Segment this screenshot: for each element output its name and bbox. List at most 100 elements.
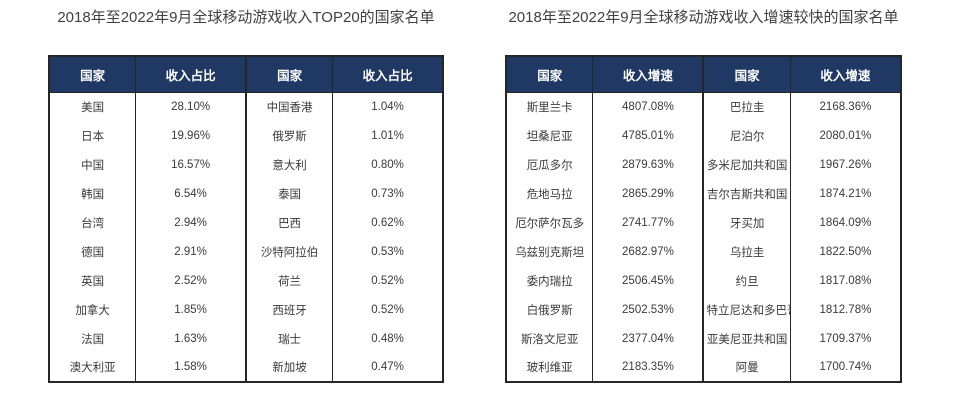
table-row: 德国 2.91% 沙特阿拉伯 0.53% — [48, 237, 444, 266]
table-cell: 0.73% — [332, 179, 444, 208]
table-cell: 中国香港 — [245, 92, 334, 121]
revenue-share-section: 2018年至2022年9月全球移动游戏收入TOP20的国家名单 国家 收入占比 … — [48, 6, 444, 383]
table-row: 法国 1.63% 瑞士 0.48% — [48, 324, 444, 353]
table-cell: 0.52% — [332, 266, 444, 295]
table-row: 坦桑尼亚 4785.01% 尼泊尔 2080.01% — [505, 121, 902, 150]
table-header-row: 国家 收入增速 国家 收入增速 — [505, 56, 902, 93]
table-cell: 0.48% — [332, 324, 444, 353]
table-cell: 多米尼加共和国 — [702, 150, 791, 179]
revenue-growth-table: 国家 收入增速 国家 收入增速 斯里兰卡 4807.08% 巴拉圭 2168.36% 坦… — [505, 55, 902, 383]
revenue-share-table: 国家 收入占比 国家 收入占比 美国 28.10% 中国香港 1.04% 日本 19.96… — [48, 55, 444, 383]
table-cell: 新加坡 — [245, 353, 334, 382]
table-cell: 4785.01% — [592, 121, 705, 150]
table-cell: 0.53% — [332, 237, 444, 266]
table-cell: 玻利维亚 — [505, 353, 594, 382]
table-cell: 6.54% — [135, 179, 247, 208]
table-cell: 2741.77% — [592, 208, 705, 237]
table-row: 乌兹别克斯坦 2682.97% 乌拉圭 1822.50% — [505, 237, 902, 266]
table-cell: 2682.97% — [592, 237, 705, 266]
table-cell: 1.85% — [135, 295, 247, 324]
table-cell: 1874.21% — [789, 179, 902, 208]
table-cell: 2506.45% — [592, 266, 705, 295]
table-row: 玻利维亚 2183.35% 阿曼 1700.74% — [505, 353, 902, 382]
table-cell: 1.01% — [332, 121, 444, 150]
table-cell: 特立尼达和多巴哥 — [702, 295, 791, 324]
table-row: 韩国 6.54% 泰国 0.73% — [48, 179, 444, 208]
table-row: 英国 2.52% 荷兰 0.52% — [48, 266, 444, 295]
table-cell: 2865.29% — [592, 179, 705, 208]
table-cell: 牙买加 — [702, 208, 791, 237]
revenue-growth-table-title: 2018年至2022年9月全球移动游戏收入增速较快的国家名单 — [508, 9, 899, 26]
table-row: 厄瓜多尔 2879.63% 多米尼加共和国 1967.26% — [505, 150, 902, 179]
table-cell: 1812.78% — [789, 295, 902, 324]
table-cell: 俄罗斯 — [245, 121, 334, 150]
table-cell: 28.10% — [135, 92, 247, 121]
table-cell: 2.52% — [135, 266, 247, 295]
table-cell: 危地马拉 — [505, 179, 594, 208]
column-header-share-1: 收入占比 — [135, 56, 247, 93]
table-cell: 沙特阿拉伯 — [245, 237, 334, 266]
table-cell: 日本 — [48, 121, 137, 150]
table-cell: 委内瑞拉 — [505, 266, 594, 295]
table-cell: 1817.08% — [789, 266, 902, 295]
table-cell: 2502.53% — [592, 295, 705, 324]
table-cell: 厄瓜多尔 — [505, 150, 594, 179]
table-cell: 2879.63% — [592, 150, 705, 179]
table-cell: 厄尔萨尔瓦多 — [505, 208, 594, 237]
revenue-share-table-title: 2018年至2022年9月全球移动游戏收入TOP20的国家名单 — [57, 9, 435, 26]
table-cell: 台湾 — [48, 208, 137, 237]
table-cell: 英国 — [48, 266, 137, 295]
table-row: 危地马拉 2865.29% 吉尔吉斯共和国 1874.21% — [505, 179, 902, 208]
table-cell: 瑞士 — [245, 324, 334, 353]
table-cell: 意大利 — [245, 150, 334, 179]
table-cell: 乌兹别克斯坦 — [505, 237, 594, 266]
table-cell: 2.94% — [135, 208, 247, 237]
column-header-growth-2: 收入增速 — [789, 56, 902, 93]
table-row: 澳大利亚 1.58% 新加坡 0.47% — [48, 353, 444, 382]
table-row: 加拿大 1.85% 西班牙 0.52% — [48, 295, 444, 324]
table-row: 斯洛文尼亚 2377.04% 亚美尼亚共和国 1709.37% — [505, 324, 902, 353]
table-cell: 加拿大 — [48, 295, 137, 324]
table-header-row: 国家 收入占比 国家 收入占比 — [48, 56, 444, 93]
table-cell: 巴西 — [245, 208, 334, 237]
table-cell: 1822.50% — [789, 237, 902, 266]
table-row: 日本 19.96% 俄罗斯 1.01% — [48, 121, 444, 150]
column-header-country-2: 国家 — [702, 56, 791, 93]
table-cell: 2377.04% — [592, 324, 705, 353]
table-cell: 尼泊尔 — [702, 121, 791, 150]
column-header-country-1: 国家 — [505, 56, 594, 93]
table-cell: 4807.08% — [592, 92, 705, 121]
table-cell: 19.96% — [135, 121, 247, 150]
table-cell: 荷兰 — [245, 266, 334, 295]
table-cell: 2183.35% — [592, 353, 705, 382]
table-cell: 1.04% — [332, 92, 444, 121]
table-row: 美国 28.10% 中国香港 1.04% — [48, 92, 444, 121]
table-cell: 1864.09% — [789, 208, 902, 237]
table-cell: 巴拉圭 — [702, 92, 791, 121]
table-cell: 阿曼 — [702, 353, 791, 382]
table-cell: 西班牙 — [245, 295, 334, 324]
table-row: 中国 16.57% 意大利 0.80% — [48, 150, 444, 179]
table-cell: 韩国 — [48, 179, 137, 208]
table-cell: 亚美尼亚共和国 — [702, 324, 791, 353]
table-cell: 斯洛文尼亚 — [505, 324, 594, 353]
table-cell: 乌拉圭 — [702, 237, 791, 266]
table-row: 台湾 2.94% 巴西 0.62% — [48, 208, 444, 237]
table-cell: 1709.37% — [789, 324, 902, 353]
table-cell: 2.91% — [135, 237, 247, 266]
table-cell: 斯里兰卡 — [505, 92, 594, 121]
table-cell: 坦桑尼亚 — [505, 121, 594, 150]
table-cell: 1967.26% — [789, 150, 902, 179]
table-cell: 2080.01% — [789, 121, 902, 150]
table-cell: 0.80% — [332, 150, 444, 179]
table-row: 白俄罗斯 2502.53% 特立尼达和多巴哥 1812.78% — [505, 295, 902, 324]
table-cell: 0.52% — [332, 295, 444, 324]
table-row: 委内瑞拉 2506.45% 约旦 1817.08% — [505, 266, 902, 295]
table-cell: 法国 — [48, 324, 137, 353]
table-cell: 1700.74% — [789, 353, 902, 382]
table-cell: 泰国 — [245, 179, 334, 208]
column-header-growth-1: 收入增速 — [592, 56, 705, 93]
table-cell: 吉尔吉斯共和国 — [702, 179, 791, 208]
revenue-growth-section: 2018年至2022年9月全球移动游戏收入增速较快的国家名单 国家 收入增速 国… — [505, 6, 902, 383]
